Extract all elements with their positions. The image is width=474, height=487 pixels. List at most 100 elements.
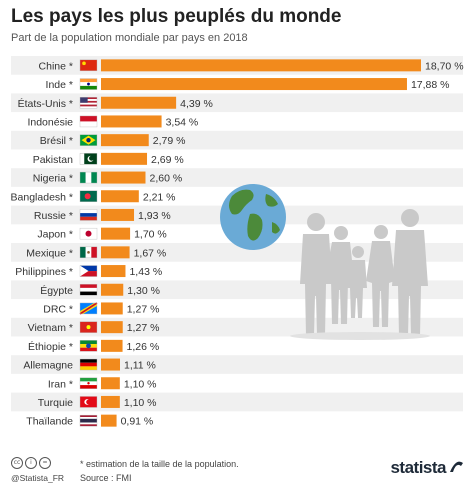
page-title: Les pays les plus peuplés du monde bbox=[11, 6, 342, 27]
value-label: 1,30 % bbox=[127, 285, 160, 297]
category-label: Nigeria * bbox=[33, 173, 73, 185]
philippines-flag-icon bbox=[79, 265, 98, 277]
value-labels: 18,70 % 17,88 % 4,39 % 3,54 % 2,79 % 2,69 % 2,… bbox=[121, 60, 464, 427]
value-label: 1,43 % bbox=[129, 266, 162, 278]
value-label: 1,26 % bbox=[127, 341, 160, 353]
china-flag-icon bbox=[79, 59, 98, 72]
indonesia-flag-icon bbox=[79, 115, 98, 128]
bar bbox=[101, 227, 131, 240]
value-label: 4,39 % bbox=[180, 98, 213, 110]
category-label: Bangladesh * bbox=[11, 191, 73, 203]
category-label: Chine * bbox=[39, 60, 73, 72]
category-label: Brésil * bbox=[40, 135, 73, 147]
iran-flag-icon bbox=[79, 377, 98, 389]
category-label: Égypte bbox=[40, 284, 73, 297]
value-label: 2,60 % bbox=[149, 173, 182, 185]
value-label: 1,27 % bbox=[127, 303, 160, 315]
brand-logo[interactable]: statista bbox=[390, 458, 446, 477]
category-labels: Chine * Inde * États-Unis * Indonésie Brésil… bbox=[11, 60, 74, 427]
category-label: Mexique * bbox=[26, 247, 73, 259]
germany-flag-icon bbox=[79, 358, 98, 371]
bar bbox=[101, 78, 407, 91]
bar bbox=[101, 134, 149, 147]
category-label: Allemagne bbox=[23, 360, 73, 372]
bar bbox=[101, 283, 124, 296]
category-label: Vietnam * bbox=[28, 322, 73, 334]
row-background bbox=[11, 168, 463, 187]
bangladesh-flag-icon bbox=[79, 190, 98, 202]
bars bbox=[101, 59, 421, 427]
source-note: Source : FMI bbox=[80, 473, 132, 483]
row-background bbox=[11, 355, 463, 374]
category-label: Japon * bbox=[37, 229, 73, 241]
flag-icons bbox=[79, 59, 98, 427]
mexico-flag-icon bbox=[79, 246, 98, 259]
india-flag-icon bbox=[79, 78, 98, 90]
bar bbox=[101, 339, 123, 352]
value-label: 17,88 % bbox=[411, 79, 450, 91]
egypt-flag-icon bbox=[79, 284, 98, 296]
bar bbox=[101, 59, 421, 72]
category-label: États-Unis * bbox=[18, 97, 73, 110]
russia-flag-icon bbox=[79, 209, 98, 221]
license-icons: cc i = bbox=[11, 457, 51, 469]
value-label: 1,27 % bbox=[127, 322, 160, 334]
value-label: 1,93 % bbox=[138, 210, 171, 222]
value-label: 2,79 % bbox=[153, 135, 186, 147]
value-label: 2,69 % bbox=[151, 154, 184, 166]
no-derivatives-icon[interactable]: = bbox=[39, 457, 51, 469]
row-background bbox=[11, 130, 463, 150]
bar bbox=[101, 208, 135, 221]
japan-flag-icon bbox=[79, 227, 98, 240]
bar bbox=[101, 115, 162, 128]
bar bbox=[101, 190, 139, 203]
row-background bbox=[11, 93, 463, 113]
category-label: Indonésie bbox=[27, 116, 73, 128]
cc-license-icon[interactable]: cc bbox=[11, 457, 23, 469]
value-label: 1,70 % bbox=[134, 229, 167, 241]
value-label: 3,54 % bbox=[166, 116, 199, 128]
category-label: Thaïlande bbox=[26, 416, 73, 428]
social-handle[interactable]: @Statista_FR bbox=[11, 473, 65, 483]
bar bbox=[101, 414, 117, 427]
bar bbox=[101, 358, 120, 371]
attribution-icon[interactable]: i bbox=[25, 457, 37, 469]
value-label: 0,91 % bbox=[121, 416, 154, 428]
value-label: 2,21 % bbox=[143, 191, 176, 203]
category-label: Philippines * bbox=[15, 266, 73, 278]
row-background bbox=[11, 317, 463, 337]
nigeria-flag-icon bbox=[79, 171, 98, 184]
bar bbox=[101, 377, 120, 390]
bar bbox=[101, 321, 123, 334]
category-label: Iran * bbox=[48, 378, 73, 390]
family-silhouette-icon bbox=[290, 209, 430, 340]
population-illustration bbox=[220, 184, 430, 340]
bar bbox=[101, 395, 120, 408]
category-label: Turquie bbox=[38, 397, 73, 409]
brazil-flag-icon bbox=[79, 134, 98, 146]
bar bbox=[101, 265, 126, 278]
bar bbox=[101, 302, 123, 315]
category-label: Pakistan bbox=[33, 154, 73, 166]
bar bbox=[101, 152, 148, 165]
category-label: Éthiopie * bbox=[28, 340, 73, 353]
footnote: * estimation de la taille de la populati… bbox=[80, 459, 239, 469]
value-label: 1,10 % bbox=[124, 397, 157, 409]
pakistan-flag-icon bbox=[79, 153, 98, 165]
ethiopia-flag-icon bbox=[79, 340, 98, 352]
value-label: 18,70 % bbox=[425, 60, 464, 72]
statista-logo-icon bbox=[450, 461, 463, 472]
thailand-flag-icon bbox=[79, 414, 98, 427]
value-label: 1,10 % bbox=[124, 378, 157, 390]
turkey-flag-icon bbox=[79, 396, 98, 408]
drc-flag-icon bbox=[79, 302, 98, 315]
value-label: 1,11 % bbox=[124, 360, 156, 372]
page-subtitle: Part de la population mondiale par pays … bbox=[11, 32, 248, 44]
globe-icon bbox=[220, 184, 286, 250]
category-label: Inde * bbox=[46, 79, 73, 91]
bar bbox=[101, 171, 146, 184]
value-label: 1,67 % bbox=[134, 247, 167, 259]
row-background bbox=[11, 392, 463, 412]
bar bbox=[101, 96, 177, 109]
